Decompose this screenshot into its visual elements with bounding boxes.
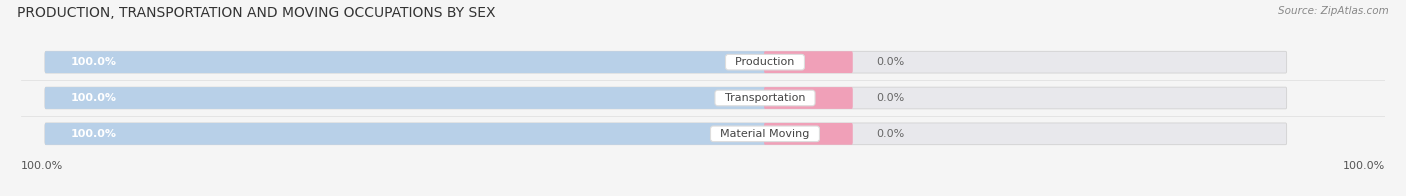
FancyBboxPatch shape <box>763 51 853 73</box>
FancyBboxPatch shape <box>45 51 1286 73</box>
Text: 0.0%: 0.0% <box>876 129 905 139</box>
FancyBboxPatch shape <box>45 51 766 73</box>
FancyBboxPatch shape <box>45 123 1286 145</box>
Text: Material Moving: Material Moving <box>713 129 817 139</box>
FancyBboxPatch shape <box>45 123 766 145</box>
FancyBboxPatch shape <box>763 123 853 145</box>
Text: 100.0%: 100.0% <box>1343 161 1385 171</box>
Text: 0.0%: 0.0% <box>876 93 905 103</box>
Text: 100.0%: 100.0% <box>21 161 63 171</box>
Text: Source: ZipAtlas.com: Source: ZipAtlas.com <box>1278 6 1389 16</box>
Text: 100.0%: 100.0% <box>70 57 117 67</box>
Text: PRODUCTION, TRANSPORTATION AND MOVING OCCUPATIONS BY SEX: PRODUCTION, TRANSPORTATION AND MOVING OC… <box>17 6 495 20</box>
Text: Production: Production <box>728 57 801 67</box>
Text: Transportation: Transportation <box>717 93 813 103</box>
Text: 0.0%: 0.0% <box>876 57 905 67</box>
Text: 100.0%: 100.0% <box>70 129 117 139</box>
Text: 100.0%: 100.0% <box>70 93 117 103</box>
FancyBboxPatch shape <box>45 87 766 109</box>
FancyBboxPatch shape <box>45 87 1286 109</box>
FancyBboxPatch shape <box>763 87 853 109</box>
